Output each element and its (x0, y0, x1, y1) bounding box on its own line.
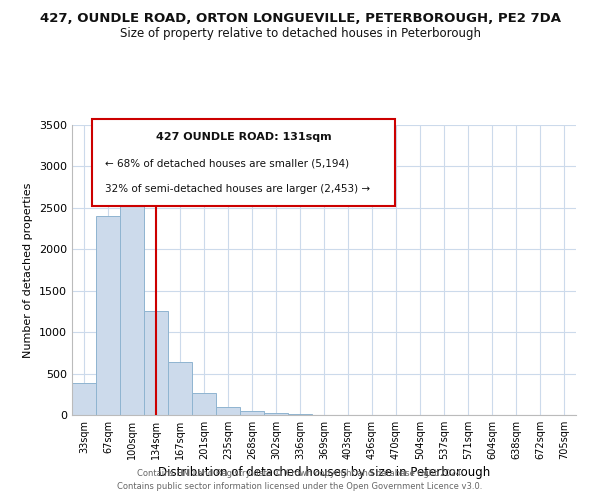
Bar (192, 394, 216, 415)
Bar (72, 382, 96, 415)
Bar (288, 414, 312, 415)
Text: 32% of semi-detached houses are larger (2,453) →: 32% of semi-detached houses are larger (… (105, 184, 370, 194)
Y-axis label: Number of detached properties: Number of detached properties (23, 182, 34, 358)
X-axis label: Distribution of detached houses by size in Peterborough: Distribution of detached houses by size … (158, 466, 490, 479)
Text: 427 OUNDLE ROAD: 131sqm: 427 OUNDLE ROAD: 131sqm (155, 132, 331, 142)
Bar (96, 216, 120, 415)
Bar (120, 200, 144, 415)
Text: Contains HM Land Registry data © Crown copyright and database right 2024.: Contains HM Land Registry data © Crown c… (137, 468, 463, 477)
Bar (264, 413, 288, 415)
Bar (144, 312, 168, 415)
Bar (168, 362, 192, 415)
Text: ← 68% of detached houses are smaller (5,194): ← 68% of detached houses are smaller (5,… (105, 158, 349, 168)
Text: Contains public sector information licensed under the Open Government Licence v3: Contains public sector information licen… (118, 482, 482, 491)
Text: 427, OUNDLE ROAD, ORTON LONGUEVILLE, PETERBOROUGH, PE2 7DA: 427, OUNDLE ROAD, ORTON LONGUEVILLE, PET… (40, 12, 560, 26)
Text: Size of property relative to detached houses in Peterborough: Size of property relative to detached ho… (119, 28, 481, 40)
Bar (240, 411, 264, 415)
Bar (216, 406, 240, 415)
FancyBboxPatch shape (92, 119, 395, 206)
